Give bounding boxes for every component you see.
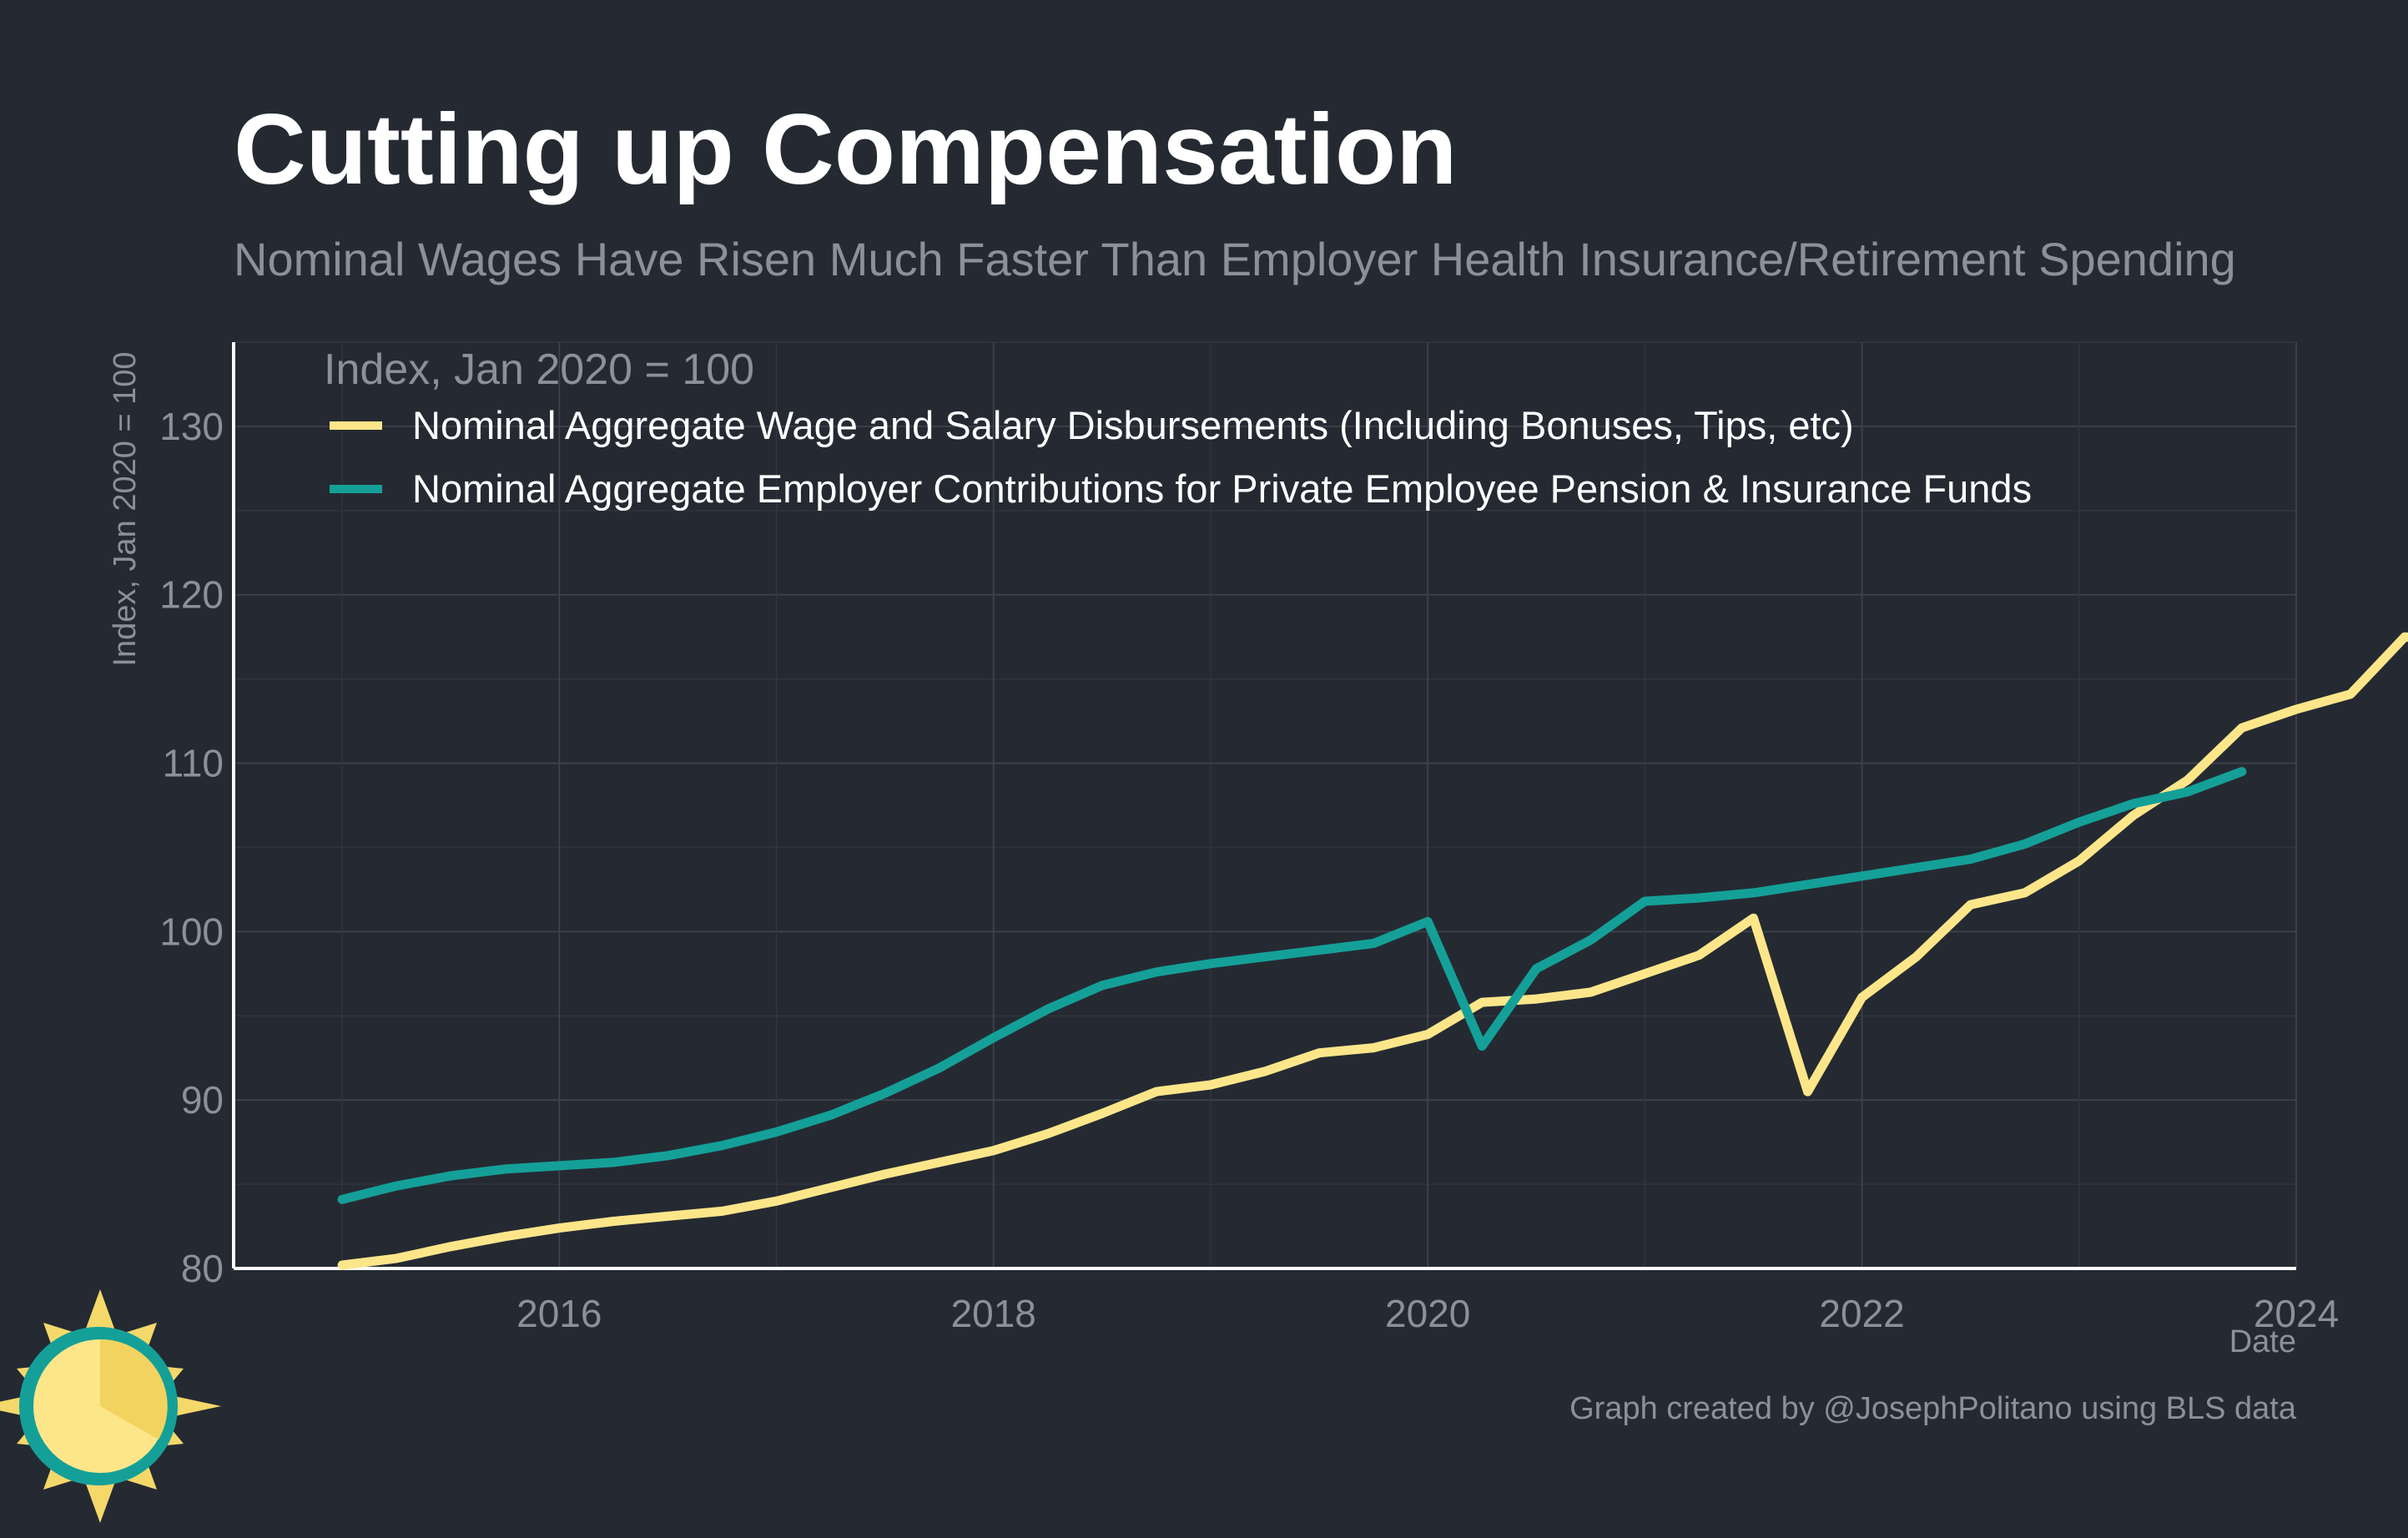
series xyxy=(337,632,2408,1270)
y-tick-label: 100 xyxy=(159,910,224,953)
y-tick-label: 110 xyxy=(163,742,224,785)
sun-shade xyxy=(100,1339,168,1440)
legend-title: Index, Jan 2020 = 100 xyxy=(324,345,754,394)
grid xyxy=(234,341,2297,1269)
legend: Index, Jan 2020 = 100 Nominal Aggregate … xyxy=(324,345,2032,511)
y-tick-label: 120 xyxy=(159,573,224,617)
y-axis-title: Index, Jan 2020 = 100 xyxy=(108,351,143,666)
y-tick-label: 90 xyxy=(181,1078,224,1122)
caption: Graph created by @JosephPolitano using B… xyxy=(1569,1391,2297,1426)
x-tick-label: 2022 xyxy=(1819,1292,1904,1335)
x-tick-label: 2016 xyxy=(516,1292,602,1335)
x-axis-title: Date xyxy=(2229,1324,2296,1359)
y-tick-label: 130 xyxy=(159,405,224,448)
x-tick-label: 2024 xyxy=(2254,1292,2339,1335)
x-tick-label: 2018 xyxy=(951,1292,1036,1335)
chart-title: Cutting up Compensation xyxy=(234,93,1457,205)
y-tick-label: 80 xyxy=(181,1247,224,1290)
series-line-contributions xyxy=(337,767,2247,1204)
chart-subtitle: Nominal Wages Have Risen Much Faster Tha… xyxy=(234,233,2236,285)
legend-label-wages: Nominal Aggregate Wage and Salary Disbur… xyxy=(412,403,1854,447)
axes xyxy=(232,342,2296,1270)
tick-labels: 80 90 100 110 120 130 2016 2018 2020 2022 2024 xyxy=(159,405,2339,1335)
sun-logo xyxy=(0,1289,221,1523)
x-tick-label: 2020 xyxy=(1385,1292,1470,1335)
legend-label-contributions: Nominal Aggregate Employer Contributions… xyxy=(412,466,2032,511)
